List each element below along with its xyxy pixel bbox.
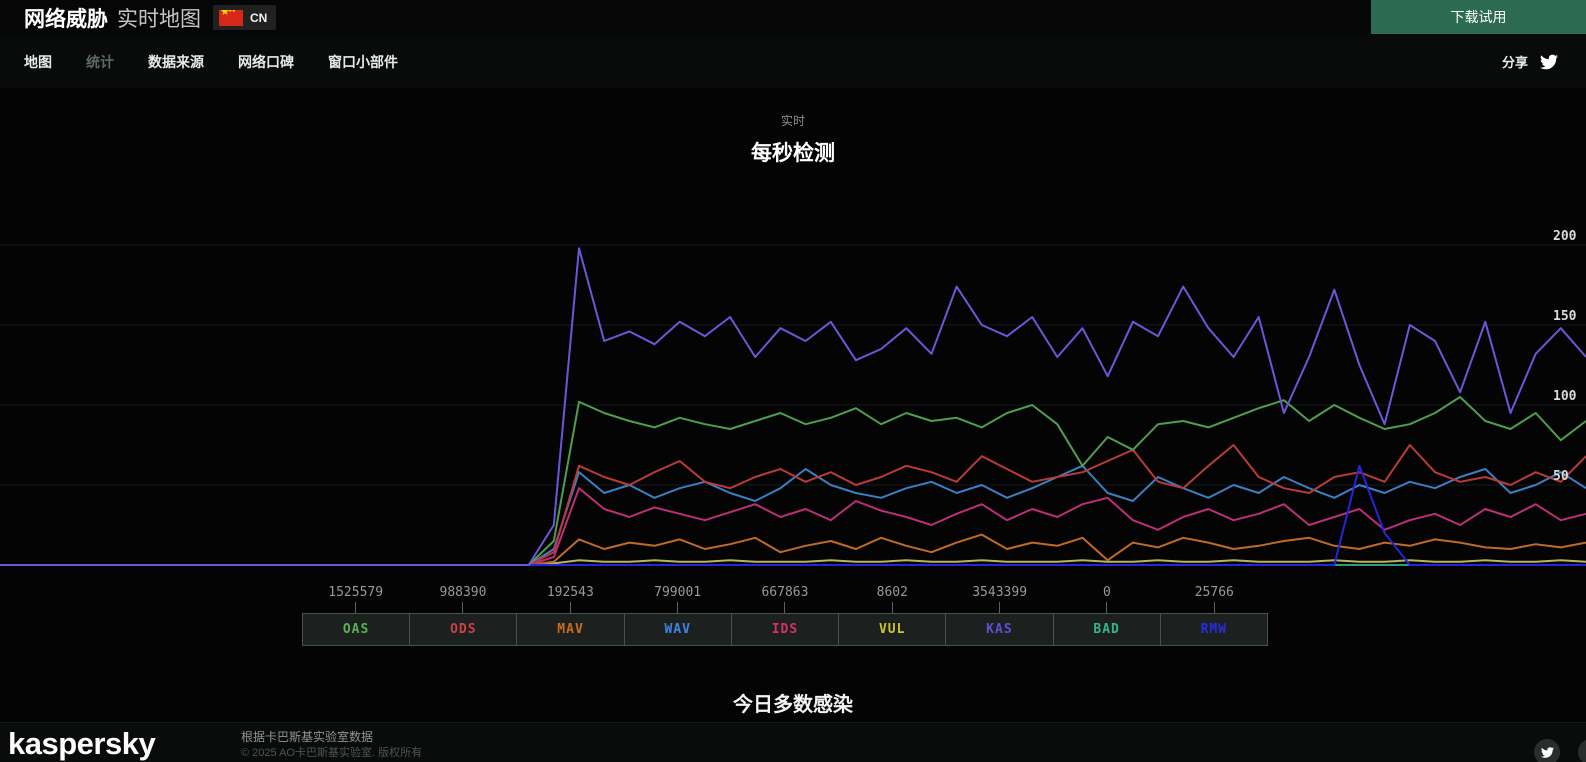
legend-button-mav[interactable]: MAV [516, 613, 625, 646]
legend-button-ods[interactable]: ODS [409, 613, 518, 646]
legend-count-mav: 192543 [546, 585, 594, 600]
footer-twitter-icon[interactable] [1534, 739, 1560, 762]
kaspersky-logo[interactable]: kaspersky [8, 726, 156, 761]
legend-tick [1213, 602, 1215, 613]
nav-tab-buzz[interactable]: 网络口碑 [238, 53, 294, 70]
legend-tick [355, 602, 357, 613]
share-link[interactable]: 分享 [1501, 55, 1528, 70]
legend-tick [677, 602, 679, 613]
legend-count-kas: 3543399 [972, 585, 1028, 600]
legend-button-vul[interactable]: VUL [838, 613, 947, 646]
legend-button-bad[interactable]: BAD [1052, 613, 1161, 646]
footer-bar: kaspersky 根据卡巴斯基实验室数据 © 2025 AO卡巴斯基实验室. … [0, 722, 1586, 762]
nav-tab-map[interactable]: 地图 [24, 53, 52, 70]
legend-buttons-row: OAS ODS MAV WAV IDS VUL KAS BAD RMW [302, 613, 1268, 646]
detections-chart: 50 100 150 200 [0, 88, 1586, 566]
header-bar: 网络威胁 实时地图 ★ ★★ CN 下载试用 [0, 0, 1586, 35]
y-axis-label-100: 100 [1553, 389, 1577, 404]
legend-button-ids[interactable]: IDS [730, 613, 840, 646]
series-line-ids [0, 487, 1586, 566]
navbar: 地图 统计 数据来源 网络口碑 窗口小部件 分享 [0, 35, 1586, 88]
country-code-label: CN [250, 10, 268, 25]
legend-tick [891, 602, 893, 613]
legend-button-wav[interactable]: WAV [623, 613, 732, 646]
series-line-oas [0, 396, 1586, 566]
footer-copyright: © 2025 AO卡巴斯基实验室. 版权所有 [241, 747, 423, 759]
chart-canvas [0, 244, 1586, 566]
series-line-kas [0, 247, 1586, 566]
y-axis-label-150: 150 [1553, 309, 1577, 324]
nav-tab-statistics[interactable]: 统计 [86, 53, 114, 70]
legend-count-rmw: 25766 [1194, 585, 1234, 600]
nav-tabs: 地图 统计 数据来源 网络口碑 窗口小部件 [24, 52, 432, 72]
chart-title-block: 实时 每秒检测 [0, 112, 1586, 167]
legend-tick [1106, 602, 1108, 613]
legend-count-oas: 1525579 [328, 585, 384, 600]
legend-count-bad: 0 [1103, 585, 1111, 600]
brand-title: 网络威胁 [24, 7, 108, 31]
brand-subtitle: 实时地图 [117, 7, 201, 31]
legend-button-oas[interactable]: OAS [302, 613, 411, 646]
download-trial-button[interactable]: 下载试用 [1371, 0, 1586, 34]
footer-credit-line1: 根据卡巴斯基实验室数据 [241, 730, 374, 744]
legend-tick [784, 602, 786, 613]
y-axis-label-200: 200 [1553, 229, 1577, 244]
country-selector[interactable]: ★ ★★ CN [213, 5, 277, 30]
legend-tick [569, 602, 571, 613]
legend-count-ids: 667863 [761, 585, 809, 600]
legend-ticks-row [302, 602, 1268, 613]
legend-tick [462, 602, 464, 613]
nav-tab-data-sources[interactable]: 数据来源 [148, 53, 204, 70]
chart-title: 每秒检测 [751, 142, 835, 165]
legend-count-ods: 988390 [439, 585, 487, 600]
y-axis-label-50: 50 [1553, 469, 1569, 484]
footer-linkedin-icon[interactable]: in [1578, 739, 1586, 762]
legend-count-wav: 799001 [654, 585, 702, 600]
share-box: 分享 [1501, 35, 1559, 88]
legend-counts-row: 1525579 988390 192543 799001 667863 8602 35433… [302, 585, 1268, 600]
legend-tick [999, 602, 1001, 613]
series-line-rmw [0, 464, 1586, 566]
china-flag-icon: ★ ★★ [219, 9, 243, 26]
nav-tab-widget[interactable]: 窗口小部件 [328, 53, 398, 70]
legend-button-rmw[interactable]: RMW [1159, 613, 1268, 646]
series-line-wav [0, 464, 1586, 566]
legend-count-vul: 8602 [876, 585, 908, 600]
chart-subtitle: 实时 [780, 114, 805, 128]
section-title-top-infections: 今日多数感染 [733, 694, 853, 716]
twitter-icon[interactable] [1540, 53, 1559, 71]
legend-button-kas[interactable]: KAS [945, 613, 1054, 646]
